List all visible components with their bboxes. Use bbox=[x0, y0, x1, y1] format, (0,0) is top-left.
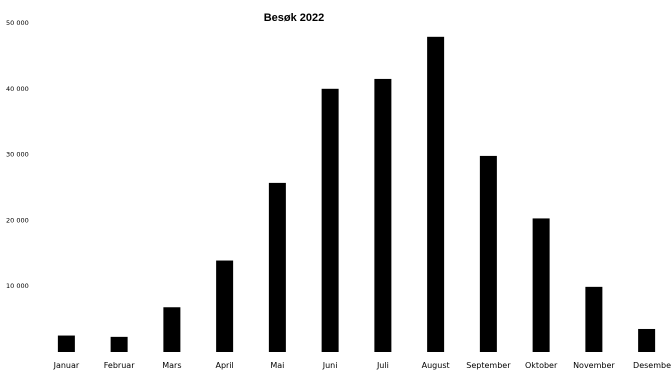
bar-november bbox=[585, 286, 603, 352]
bar-august bbox=[427, 36, 445, 353]
bar-februar bbox=[110, 336, 128, 352]
x-tick-label: August bbox=[422, 361, 450, 370]
x-tick-label: Mai bbox=[270, 361, 284, 370]
x-tick-label: Juli bbox=[376, 361, 389, 370]
x-tick-label: September bbox=[466, 361, 511, 370]
y-tick-label: 30 000 bbox=[6, 151, 29, 159]
x-tick-label: Februar bbox=[104, 361, 135, 370]
bar-juni bbox=[321, 88, 339, 353]
bar-mai bbox=[268, 182, 286, 352]
x-tick-label: April bbox=[215, 361, 233, 370]
chart-title: Besøk 2022 bbox=[264, 12, 325, 24]
bar-oktober bbox=[532, 218, 550, 352]
y-axis: 10 000 20 000 30 000 40 000 50 000 bbox=[6, 19, 29, 290]
y-tick-label: 40 000 bbox=[6, 85, 29, 93]
y-tick-label: 20 000 bbox=[6, 216, 29, 224]
bar-mars bbox=[163, 307, 181, 352]
y-tick-label: 10 000 bbox=[6, 282, 29, 290]
x-tick-label: Oktober bbox=[525, 361, 558, 370]
x-tick-label: Januar bbox=[53, 361, 80, 370]
bar-juli bbox=[374, 78, 392, 353]
x-tick-label: November bbox=[573, 361, 615, 370]
x-axis: Januar Februar Mars April Mai Juni Juli August S… bbox=[53, 361, 671, 370]
bar-april bbox=[216, 260, 234, 352]
bars bbox=[57, 36, 656, 353]
x-tick-label: Juni bbox=[322, 361, 338, 370]
x-tick-label: Mars bbox=[162, 361, 181, 370]
bar-september bbox=[479, 155, 497, 352]
bar-desember bbox=[638, 328, 656, 352]
bar-januar bbox=[57, 335, 75, 352]
y-tick-label: 50 000 bbox=[6, 19, 29, 27]
x-tick-label: Desembe bbox=[633, 361, 671, 370]
